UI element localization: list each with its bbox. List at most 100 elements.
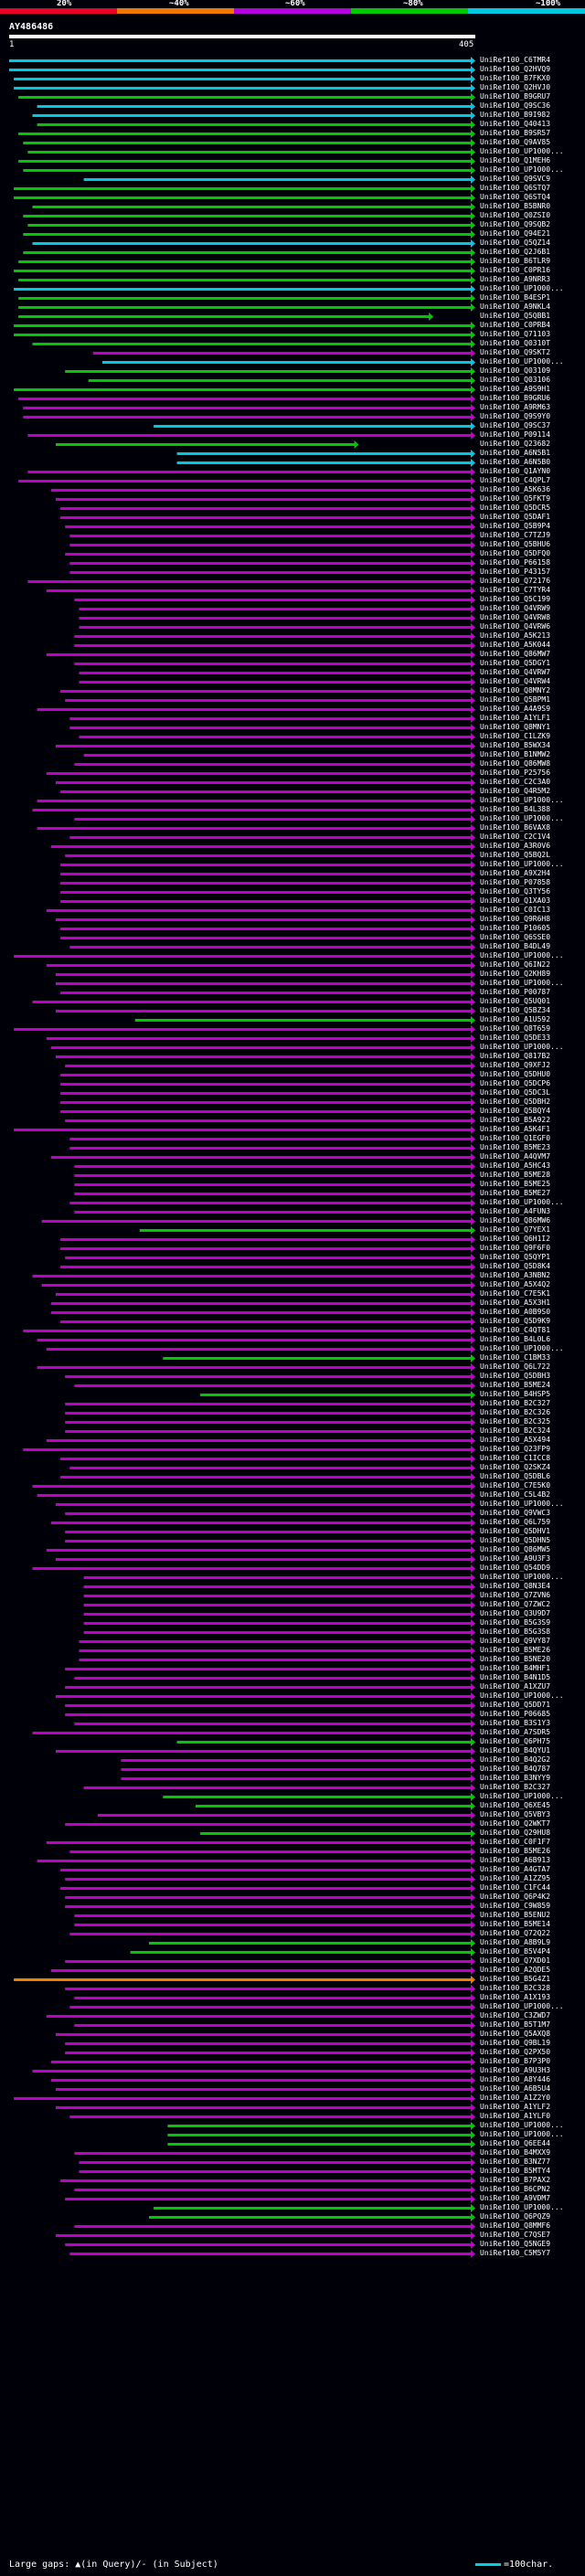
- hit-name-link[interactable]: UniRef100_UP1000...: [480, 979, 564, 987]
- hit-row[interactable]: UniRef100_Q9R6H8: [0, 915, 585, 925]
- hit-name-link[interactable]: UniRef100_A1XZU7: [480, 1682, 551, 1691]
- hit-row[interactable]: UniRef100_B6VAX8: [0, 823, 585, 833]
- hit-name-link[interactable]: UniRef100_Q5D9K9: [480, 1317, 551, 1325]
- hit-name-link[interactable]: UniRef100_Q6PH75: [480, 1737, 551, 1745]
- hit-name-link[interactable]: UniRef100_Q9R6H8: [480, 915, 551, 923]
- hit-row[interactable]: UniRef100_C2C1V4: [0, 832, 585, 843]
- hit-row[interactable]: UniRef100_Q86MW8: [0, 759, 585, 769]
- hit-row[interactable]: UniRef100_A9S9H1: [0, 385, 585, 395]
- hit-name-link[interactable]: UniRef100_C7E5K1: [480, 1289, 551, 1298]
- hit-name-link[interactable]: UniRef100_A3R0V6: [480, 842, 551, 850]
- hit-row[interactable]: UniRef100_Q03106: [0, 376, 585, 386]
- hit-row[interactable]: UniRef100_A9U3H3: [0, 2066, 585, 2076]
- hit-row[interactable]: UniRef100_B3NYY9: [0, 1774, 585, 1784]
- hit-row[interactable]: UniRef100_Q9SVC9: [0, 175, 585, 185]
- hit-row[interactable]: UniRef100_A9X2H4: [0, 869, 585, 879]
- hit-name-link[interactable]: UniRef100_A5X3H1: [480, 1299, 551, 1307]
- hit-name-link[interactable]: UniRef100_P07858: [480, 878, 551, 886]
- hit-name-link[interactable]: UniRef100_Q7ZWC2: [480, 1600, 551, 1608]
- hit-row[interactable]: UniRef100_UP1000...: [0, 1573, 585, 1583]
- hit-row[interactable]: UniRef100_Q4R5M2: [0, 787, 585, 797]
- hit-name-link[interactable]: UniRef100_B5ENU2: [480, 1911, 551, 1919]
- hit-name-link[interactable]: UniRef100_Q5BQ2L: [480, 851, 551, 859]
- hit-name-link[interactable]: UniRef100_B5ME14: [480, 1920, 551, 1928]
- hit-name-link[interactable]: UniRef100_C0IC13: [480, 906, 551, 914]
- hit-name-link[interactable]: UniRef100_A9NRR3: [480, 275, 551, 283]
- hit-row[interactable]: UniRef100_P66158: [0, 558, 585, 568]
- hit-name-link[interactable]: UniRef100_Q1EGF0: [480, 1134, 551, 1142]
- hit-row[interactable]: UniRef100_Q8MNY1: [0, 723, 585, 733]
- hit-row[interactable]: UniRef100_Q71103: [0, 330, 585, 340]
- hit-name-link[interactable]: UniRef100_A9VDM7: [480, 2194, 551, 2202]
- hit-row[interactable]: UniRef100_Q9VY87: [0, 1637, 585, 1647]
- hit-row[interactable]: UniRef100_Q72Q22: [0, 1929, 585, 1939]
- hit-name-link[interactable]: UniRef100_UP1000...: [480, 2130, 564, 2138]
- hit-row[interactable]: UniRef100_A7SDR5: [0, 1728, 585, 1738]
- hit-name-link[interactable]: UniRef100_Q8MNY2: [480, 686, 551, 694]
- hit-name-link[interactable]: UniRef100_B4DL49: [480, 942, 551, 950]
- hit-name-link[interactable]: UniRef100_B4Q2G2: [480, 1755, 551, 1764]
- hit-row[interactable]: UniRef100_Q23FP9: [0, 1445, 585, 1455]
- hit-row[interactable]: UniRef100_Q5DGY1: [0, 659, 585, 669]
- hit-row[interactable]: UniRef100_C7E5K1: [0, 1289, 585, 1299]
- hit-row[interactable]: UniRef100_A6N5B0: [0, 458, 585, 468]
- hit-name-link[interactable]: UniRef100_B6CPN2: [480, 2185, 551, 2193]
- hit-name-link[interactable]: UniRef100_P00787: [480, 988, 551, 996]
- hit-row[interactable]: UniRef100_B5ME24: [0, 1381, 585, 1391]
- hit-name-link[interactable]: UniRef100_C4QT81: [480, 1326, 551, 1334]
- hit-row[interactable]: UniRef100_UP1000...: [0, 2002, 585, 2012]
- hit-row[interactable]: UniRef100_B6TLR9: [0, 257, 585, 267]
- hit-row[interactable]: UniRef100_B3NZ77: [0, 2157, 585, 2168]
- hit-row[interactable]: UniRef100_A6B5U4: [0, 2084, 585, 2094]
- hit-row[interactable]: UniRef100_P43157: [0, 567, 585, 578]
- hit-row[interactable]: UniRef100_Q5B9P4: [0, 522, 585, 532]
- hit-row[interactable]: UniRef100_B5ME26: [0, 1646, 585, 1656]
- hit-name-link[interactable]: UniRef100_Q5DE33: [480, 1034, 551, 1042]
- hit-name-link[interactable]: UniRef100_C5M5Y7: [480, 2249, 551, 2257]
- hit-name-link[interactable]: UniRef100_Q2HVQ9: [480, 65, 551, 73]
- hit-row[interactable]: UniRef100_B4DL49: [0, 942, 585, 952]
- hit-row[interactable]: UniRef100_Q86MW7: [0, 650, 585, 660]
- hit-row[interactable]: UniRef100_Q6H1I2: [0, 1235, 585, 1245]
- hit-row[interactable]: UniRef100_B7FKX0: [0, 74, 585, 84]
- hit-row[interactable]: UniRef100_Q4VRW6: [0, 622, 585, 632]
- hit-name-link[interactable]: UniRef100_B5G3S8: [480, 1627, 551, 1636]
- hit-row[interactable]: UniRef100_Q5DE33: [0, 1034, 585, 1044]
- hit-name-link[interactable]: UniRef100_A6B913: [480, 1856, 551, 1864]
- hit-name-link[interactable]: UniRef100_P09114: [480, 430, 551, 439]
- hit-name-link[interactable]: UniRef100_A1YLF0: [480, 2112, 551, 2120]
- hit-row[interactable]: UniRef100_Q1XA03: [0, 896, 585, 906]
- hit-row[interactable]: UniRef100_C5L4B2: [0, 1490, 585, 1500]
- hit-name-link[interactable]: UniRef100_C1FC44: [480, 1883, 551, 1892]
- hit-row[interactable]: UniRef100_Q2KH89: [0, 970, 585, 980]
- hit-name-link[interactable]: UniRef100_Q5BQY4: [480, 1107, 551, 1115]
- hit-row[interactable]: UniRef100_Q5VBY3: [0, 1810, 585, 1820]
- hit-name-link[interactable]: UniRef100_Q9VWC3: [480, 1509, 551, 1517]
- hit-row[interactable]: UniRef100_Q9SC37: [0, 421, 585, 431]
- hit-name-link[interactable]: UniRef100_B2C327: [480, 1399, 551, 1407]
- hit-row[interactable]: UniRef100_A5X494: [0, 1436, 585, 1446]
- hit-name-link[interactable]: UniRef100_C1BM33: [480, 1353, 551, 1362]
- hit-row[interactable]: UniRef100_P25756: [0, 769, 585, 779]
- hit-row[interactable]: UniRef100_Q5AXQ8: [0, 2030, 585, 2040]
- hit-name-link[interactable]: UniRef100_UP1000...: [480, 1792, 564, 1800]
- hit-row[interactable]: UniRef100_A1X193: [0, 1993, 585, 2003]
- hit-row[interactable]: UniRef100_C7E5K0: [0, 1481, 585, 1491]
- hit-name-link[interactable]: UniRef100_Q6STQ4: [480, 193, 551, 201]
- hit-row[interactable]: UniRef100_Q4VRW7: [0, 668, 585, 678]
- hit-row[interactable]: UniRef100_B9I982: [0, 111, 585, 121]
- hit-name-link[interactable]: UniRef100_A8B9L9: [480, 1938, 551, 1946]
- hit-row[interactable]: UniRef100_B7PAX2: [0, 2176, 585, 2186]
- hit-name-link[interactable]: UniRef100_Q5NGE9: [480, 2240, 551, 2248]
- hit-name-link[interactable]: UniRef100_UP1000...: [480, 814, 564, 822]
- hit-row[interactable]: UniRef100_B5V4P4: [0, 1947, 585, 1957]
- hit-row[interactable]: UniRef100_C7TYR4: [0, 586, 585, 596]
- hit-row[interactable]: UniRef100_Q2HVJ0: [0, 83, 585, 93]
- hit-name-link[interactable]: UniRef100_A5K044: [480, 641, 551, 649]
- hit-row[interactable]: UniRef100_A5X4Q2: [0, 1280, 585, 1290]
- hit-name-link[interactable]: UniRef100_C2C1V4: [480, 832, 551, 841]
- hit-name-link[interactable]: UniRef100_A0B9S0: [480, 1308, 551, 1316]
- hit-name-link[interactable]: UniRef100_Q6PQZ9: [480, 2212, 551, 2221]
- hit-row[interactable]: UniRef100_Q9S9Y0: [0, 412, 585, 422]
- hit-row[interactable]: UniRef100_Q5D9K9: [0, 1317, 585, 1327]
